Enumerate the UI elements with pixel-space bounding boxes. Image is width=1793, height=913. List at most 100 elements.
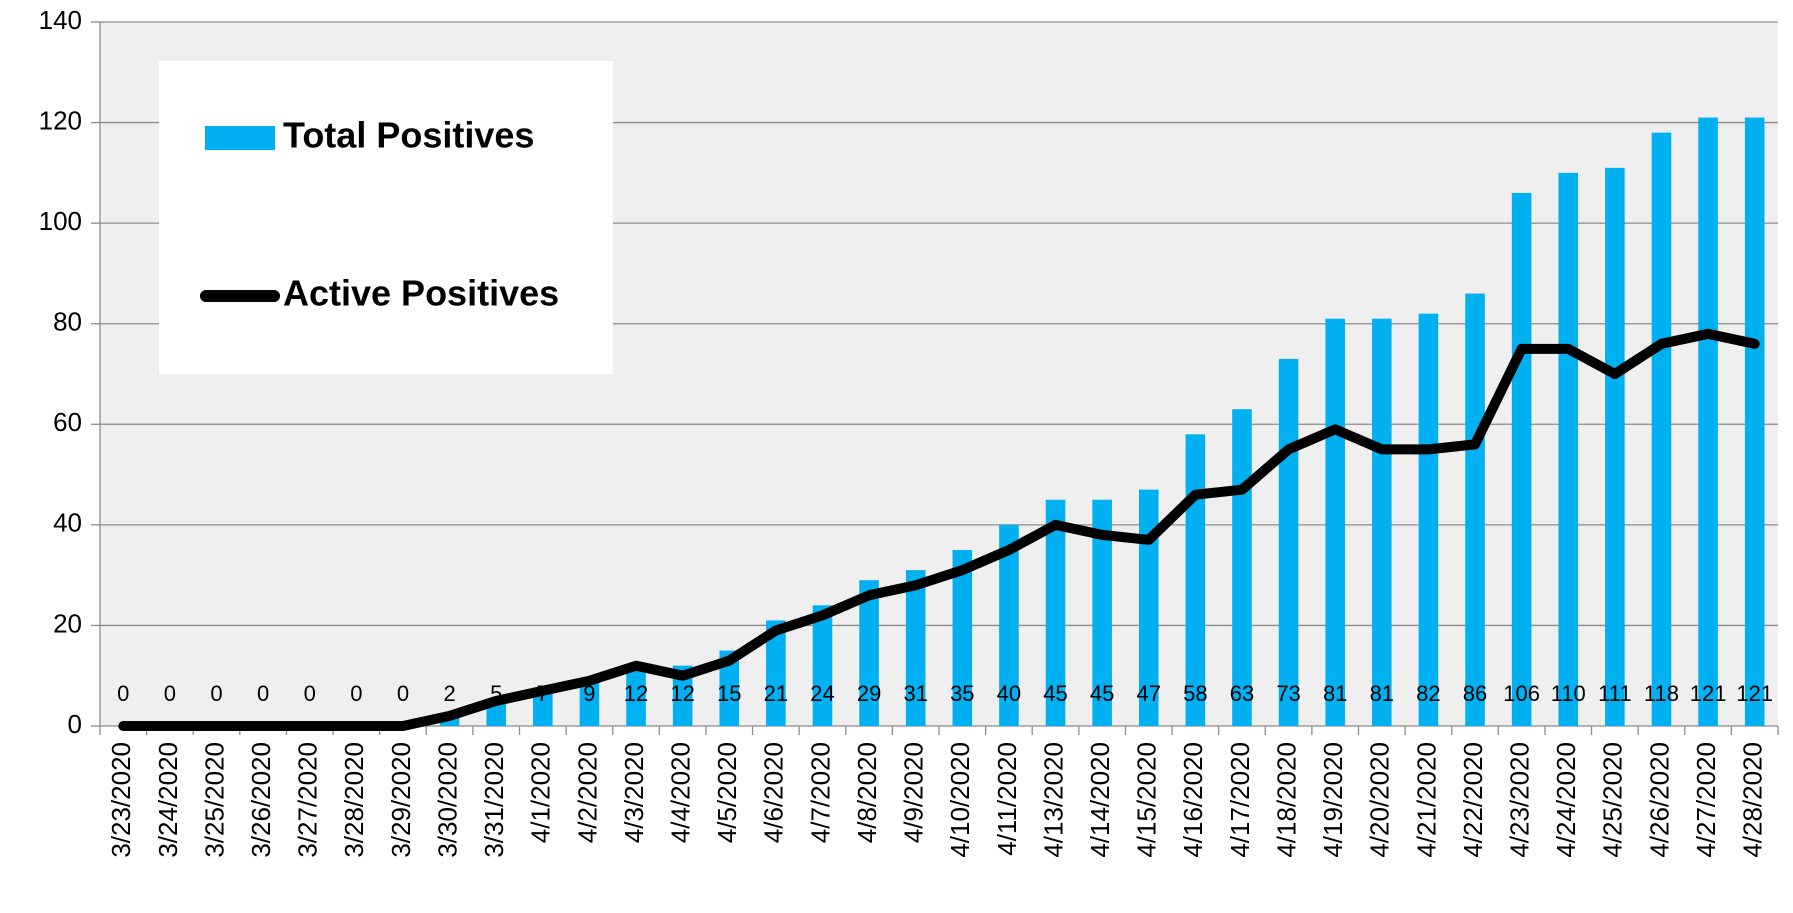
data-label: 31 <box>903 681 927 706</box>
data-label: 106 <box>1503 681 1540 706</box>
data-label: 29 <box>857 681 881 706</box>
x-tick-label: 3/29/2020 <box>386 742 416 858</box>
x-tick-label: 4/22/2020 <box>1458 742 1488 858</box>
data-label: 58 <box>1183 681 1207 706</box>
y-tick-label: 60 <box>53 407 82 437</box>
data-label: 0 <box>350 681 362 706</box>
x-tick-label: 3/26/2020 <box>246 742 276 858</box>
bar <box>1325 318 1345 726</box>
x-tick-label: 4/23/2020 <box>1505 742 1535 858</box>
data-label: 0 <box>397 681 409 706</box>
bar <box>952 550 973 726</box>
x-tick-label: 4/1/2020 <box>526 742 556 843</box>
y-tick-label: 100 <box>39 206 82 236</box>
x-tick-label: 4/17/2020 <box>1225 742 1255 858</box>
data-label: 110 <box>1551 681 1586 706</box>
legend-swatch <box>205 126 275 150</box>
bar <box>719 650 740 726</box>
x-tick-label: 3/30/2020 <box>432 742 462 858</box>
bar <box>999 524 1019 726</box>
x-tick-label: 3/24/2020 <box>153 742 183 858</box>
bar <box>1744 117 1765 727</box>
data-label: 111 <box>1598 681 1631 706</box>
x-tick-label: 3/27/2020 <box>293 742 323 858</box>
bar <box>1185 434 1206 726</box>
data-label: 40 <box>997 681 1021 706</box>
legend-label: Total Positives <box>283 115 534 156</box>
x-tick-label: 3/25/2020 <box>199 742 229 858</box>
x-tick-label: 4/3/2020 <box>619 742 649 843</box>
data-label: 63 <box>1230 681 1254 706</box>
x-tick-label: 4/28/2020 <box>1738 742 1768 858</box>
data-label: 15 <box>717 681 741 706</box>
x-tick-label: 4/4/2020 <box>666 742 696 843</box>
data-label: 45 <box>1043 681 1067 706</box>
x-tick-label: 4/20/2020 <box>1365 742 1395 858</box>
data-label: 2 <box>443 681 455 706</box>
data-label: 7 <box>537 681 549 706</box>
bar <box>1465 293 1485 726</box>
data-label: 45 <box>1090 681 1114 706</box>
x-tick-label: 4/8/2020 <box>852 742 882 843</box>
x-tick-label: 4/25/2020 <box>1598 742 1628 858</box>
bar <box>1698 117 1718 727</box>
data-label: 82 <box>1416 681 1440 706</box>
x-tick-label: 4/24/2020 <box>1551 742 1581 858</box>
x-tick-label: 4/9/2020 <box>899 742 929 843</box>
data-label: 81 <box>1323 681 1347 706</box>
legend <box>159 61 613 374</box>
data-label: 12 <box>670 681 694 706</box>
x-tick-label: 4/5/2020 <box>712 742 742 843</box>
data-label: 86 <box>1463 681 1487 706</box>
y-tick-label: 80 <box>53 307 82 337</box>
bar <box>1138 489 1159 726</box>
x-tick-label: 4/27/2020 <box>1691 742 1721 858</box>
x-tick-label: 4/2/2020 <box>572 742 602 843</box>
bar <box>1045 499 1066 726</box>
data-label: 0 <box>164 681 176 706</box>
data-label: 0 <box>304 681 316 706</box>
x-tick-label: 4/7/2020 <box>805 742 835 843</box>
data-label: 81 <box>1370 681 1394 706</box>
data-label: 35 <box>950 681 974 706</box>
x-tick-label: 4/19/2020 <box>1318 742 1348 858</box>
x-tick-label: 4/13/2020 <box>1038 742 1068 858</box>
x-tick-label: 4/26/2020 <box>1644 742 1674 858</box>
data-label: 73 <box>1276 681 1300 706</box>
bar <box>533 690 553 726</box>
y-tick-label: 120 <box>39 105 82 135</box>
x-tick-label: 3/28/2020 <box>339 742 369 858</box>
x-tick-label: 4/10/2020 <box>945 742 975 858</box>
data-label: 24 <box>810 681 834 706</box>
bar <box>812 605 833 726</box>
y-tick-label: 140 <box>39 5 82 35</box>
data-label: 121 <box>1690 681 1727 706</box>
data-label: 9 <box>583 681 595 706</box>
bar <box>1511 192 1532 726</box>
x-tick-label: 4/15/2020 <box>1132 742 1162 858</box>
bar <box>1278 358 1299 726</box>
x-tick-label: 4/6/2020 <box>759 742 789 843</box>
x-tick-label: 4/21/2020 <box>1411 742 1441 858</box>
legend-label: Active Positives <box>283 273 559 314</box>
data-label: 0 <box>210 681 222 706</box>
data-label: 0 <box>117 681 129 706</box>
bar <box>1372 318 1392 726</box>
bar <box>766 620 786 726</box>
y-tick-label: 20 <box>53 608 82 638</box>
bar <box>626 665 646 726</box>
bar <box>672 665 693 726</box>
bar <box>1418 313 1439 726</box>
x-tick-label: 3/23/2020 <box>106 742 136 858</box>
bar <box>1232 409 1252 726</box>
x-tick-label: 3/31/2020 <box>479 742 509 858</box>
bar <box>859 580 879 726</box>
line <box>118 328 1760 731</box>
data-label: 121 <box>1736 681 1773 706</box>
bar <box>1092 499 1112 726</box>
x-tick-label: 4/16/2020 <box>1178 742 1208 858</box>
bar <box>1605 167 1625 727</box>
data-label: 0 <box>257 681 269 706</box>
y-tick-label: 0 <box>68 709 82 739</box>
data-label: 47 <box>1137 681 1161 706</box>
